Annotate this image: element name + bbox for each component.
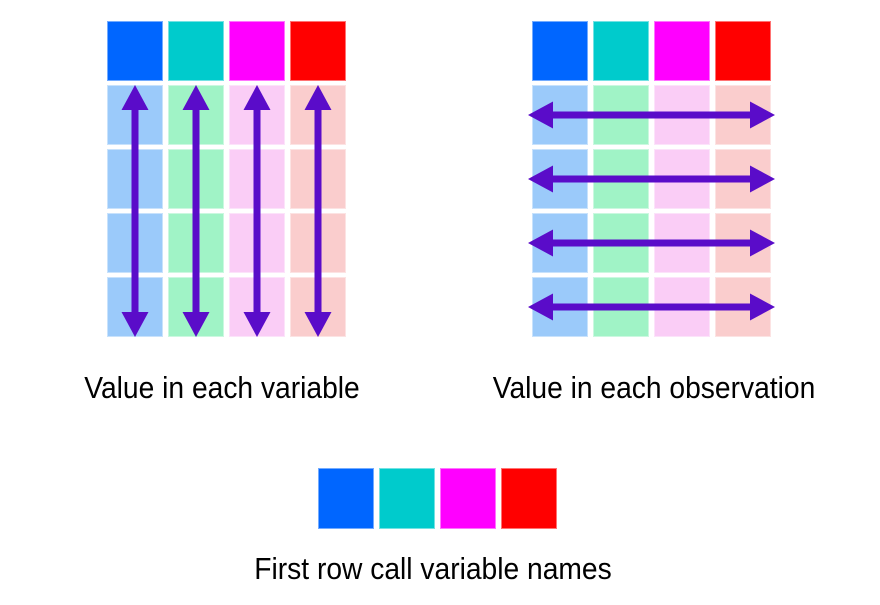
variable-names-caption: First row call variable names xyxy=(254,551,612,586)
body-cell xyxy=(715,149,771,209)
body-cell xyxy=(715,85,771,145)
header-cell xyxy=(290,21,346,81)
header-cell xyxy=(654,21,710,81)
body-cell xyxy=(107,277,163,337)
body-cell xyxy=(654,213,710,273)
body-cell xyxy=(229,277,285,337)
body-cell xyxy=(168,213,224,273)
body-cell xyxy=(229,213,285,273)
body-cell xyxy=(229,85,285,145)
body-cell xyxy=(290,277,346,337)
variable-names-panel xyxy=(318,468,557,529)
body-cell xyxy=(654,149,710,209)
header-cell xyxy=(593,21,649,81)
header-cell xyxy=(440,468,496,529)
variables-panel xyxy=(107,21,346,337)
body-cell xyxy=(532,85,588,145)
variables-caption: Value in each variable xyxy=(84,370,360,405)
body-cell xyxy=(654,277,710,337)
header-cell xyxy=(379,468,435,529)
body-cell xyxy=(290,213,346,273)
header-cell xyxy=(229,21,285,81)
body-cell xyxy=(715,277,771,337)
body-cell xyxy=(229,149,285,209)
header-cell xyxy=(318,468,374,529)
body-cell xyxy=(532,213,588,273)
body-cell xyxy=(107,213,163,273)
header-cell xyxy=(501,468,557,529)
header-cell xyxy=(532,21,588,81)
observations-panel xyxy=(528,21,775,337)
header-cell xyxy=(715,21,771,81)
body-cell xyxy=(654,85,710,145)
body-cell xyxy=(168,149,224,209)
body-cell xyxy=(593,85,649,145)
body-cell xyxy=(715,213,771,273)
body-cell xyxy=(107,85,163,145)
variable-names-row xyxy=(318,468,557,529)
header-cell xyxy=(107,21,163,81)
body-cell xyxy=(532,277,588,337)
body-cell xyxy=(532,149,588,209)
observations-caption: Value in each observation xyxy=(492,370,816,405)
body-cell xyxy=(168,85,224,145)
body-cell xyxy=(593,213,649,273)
body-cell xyxy=(290,149,346,209)
variables-grid xyxy=(107,21,346,337)
body-cell xyxy=(168,277,224,337)
body-cell xyxy=(290,85,346,145)
body-cell xyxy=(593,277,649,337)
body-cell xyxy=(107,149,163,209)
header-cell xyxy=(168,21,224,81)
body-cell xyxy=(593,149,649,209)
observations-grid xyxy=(532,21,771,337)
